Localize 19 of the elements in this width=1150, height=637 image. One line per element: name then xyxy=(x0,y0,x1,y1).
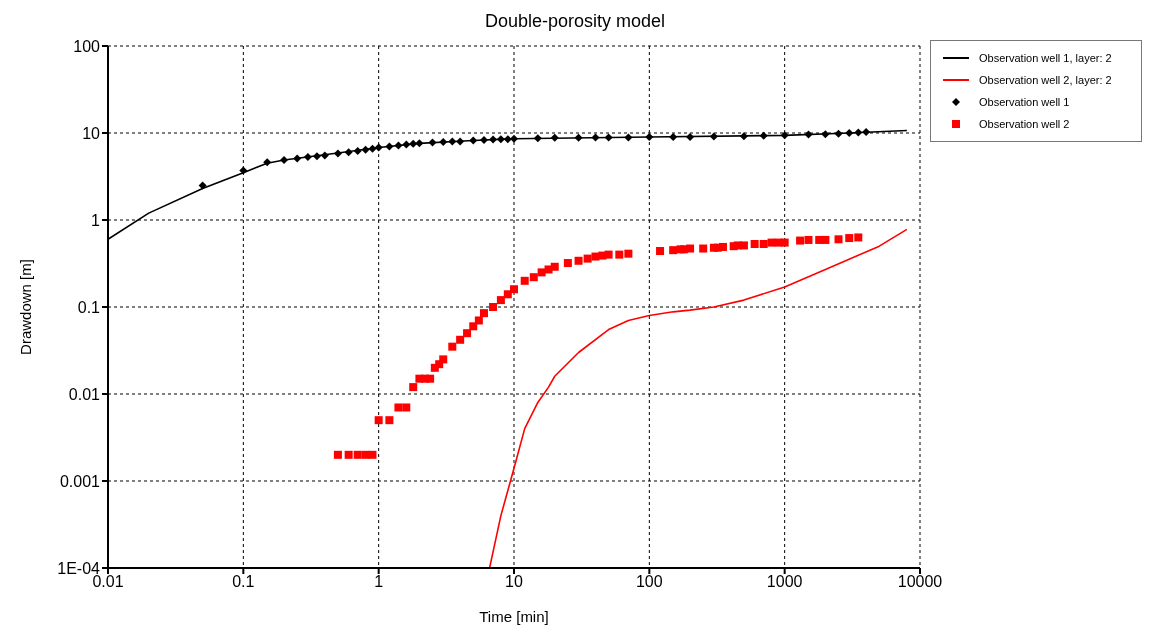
y-tick-label: 100 xyxy=(73,37,101,55)
x-tick-label: 10000 xyxy=(897,573,943,591)
y-tick-label: 10 xyxy=(82,124,101,142)
x-tick-label: 0.1 xyxy=(232,573,255,591)
legend-label: Observation well 1 xyxy=(979,96,1070,108)
y-tick-label: 0.1 xyxy=(77,298,101,316)
x-tick-label: 1000 xyxy=(766,573,803,591)
x-axis-title: Time [min] xyxy=(479,608,549,625)
x-tick-label: 10 xyxy=(505,573,523,591)
x-tick-label: 100 xyxy=(635,573,663,591)
x-tick-label: 1 xyxy=(374,573,384,591)
y-tick-label: 1 xyxy=(91,211,101,229)
y-tick-label: 0.01 xyxy=(68,385,101,403)
legend-label: Observation well 2, layer: 2 xyxy=(979,74,1112,86)
legend-label: Observation well 2 xyxy=(979,118,1070,130)
chart-title: Double-porosity model xyxy=(483,10,667,33)
y-tick-label: 0.001 xyxy=(59,472,101,490)
y-axis-title: Drawdown [m] xyxy=(17,259,35,355)
legend-label: Observation well 1, layer: 2 xyxy=(979,52,1112,64)
